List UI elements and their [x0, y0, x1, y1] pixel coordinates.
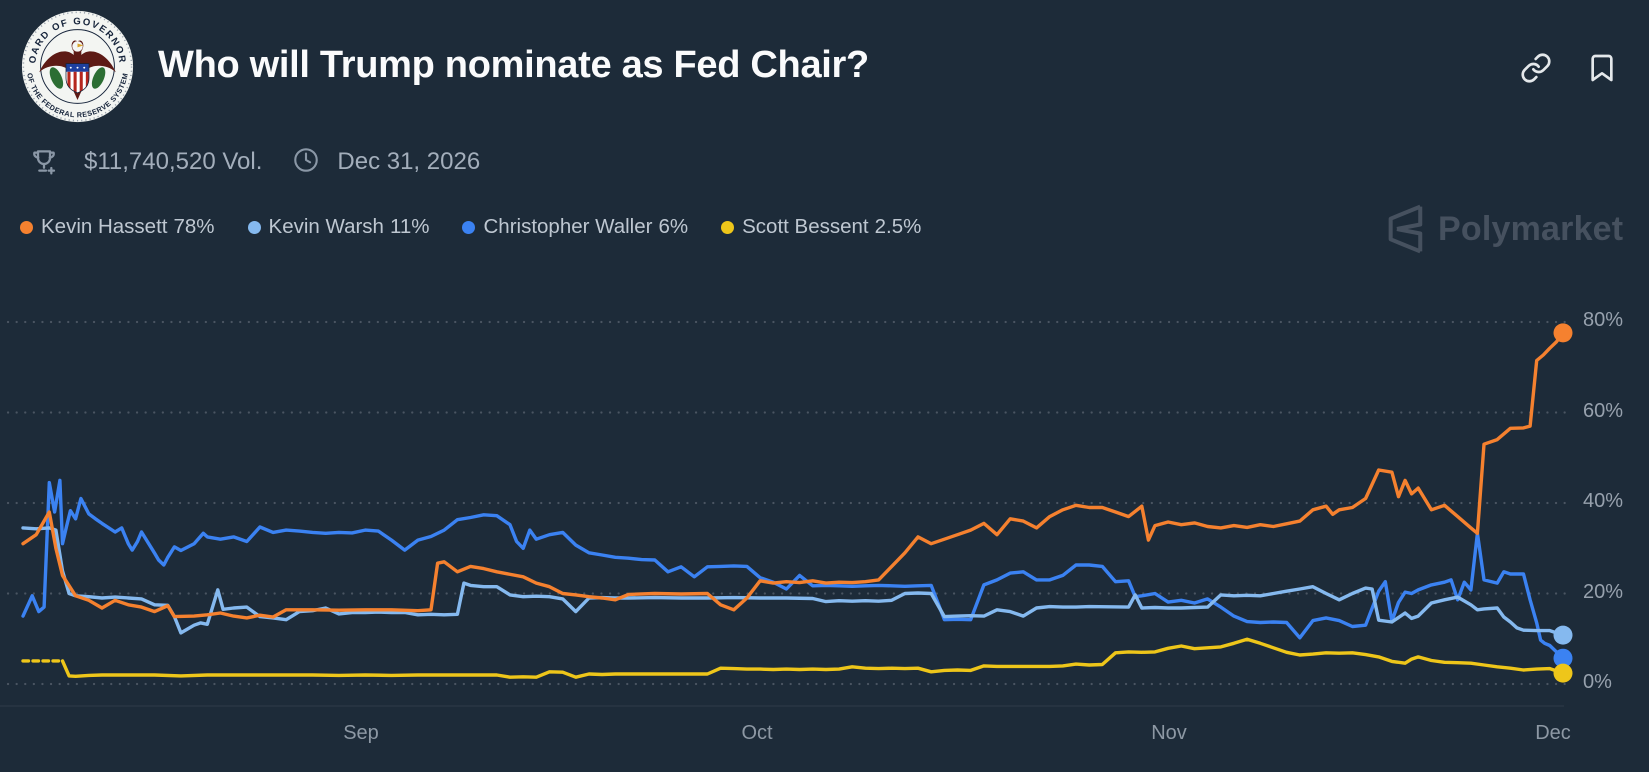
- volume-value: $11,740,520 Vol.: [84, 148, 263, 175]
- x-tick-nov: Nov: [1151, 722, 1187, 744]
- polymarket-watermark: Polymarket: [1384, 203, 1623, 255]
- polymarket-logo-text: Polymarket: [1438, 209, 1624, 248]
- legend-value: 6%: [658, 215, 689, 238]
- market-stats: $11,740,520 Vol. Dec 31, 2026: [28, 146, 480, 178]
- copy-link-icon[interactable]: [1520, 52, 1552, 84]
- end-date-value: Dec 31, 2026: [337, 148, 481, 175]
- legend-item-kevin-hassett[interactable]: Kevin Hassett 78%: [20, 215, 215, 239]
- y-tick-20: 20%: [1583, 580, 1624, 603]
- bessent-color-dot: [721, 220, 735, 234]
- legend-label: Kevin Hassett: [41, 215, 168, 238]
- market-title: Who will Trump nominate as Fed Chair?: [158, 44, 869, 86]
- volume-trophy-icon: [28, 146, 60, 178]
- legend-label: Christopher Waller: [483, 215, 653, 238]
- end-date-clock-icon: [292, 146, 324, 178]
- y-tick-0: 0%: [1583, 671, 1612, 693]
- y-tick-80: 80%: [1583, 309, 1624, 331]
- fed-seal-icon: BOARD OF GOVERNORS OF THE FEDERAL RESERV…: [16, 1, 134, 123]
- waller-color-dot: [462, 220, 476, 234]
- outcome-legend: Kevin Hassett 78% Kevin Warsh 11% Christ…: [20, 215, 921, 239]
- legend-item-kevin-warsh[interactable]: Kevin Warsh 11%: [247, 215, 430, 239]
- x-tick-oct: Oct: [741, 722, 773, 744]
- warsh-color-dot: [247, 220, 261, 234]
- legend-value: 78%: [173, 215, 215, 238]
- bookmark-icon[interactable]: [1586, 52, 1618, 84]
- y-tick-40: 40%: [1583, 490, 1624, 512]
- header-actions: [1520, 52, 1618, 84]
- y-tick-60: 60%: [1583, 399, 1624, 422]
- legend-label: Scott Bessent: [742, 215, 869, 238]
- legend-value: 2.5%: [874, 215, 922, 238]
- legend-value: 11%: [389, 215, 430, 238]
- legend-label: Kevin Warsh: [268, 215, 384, 238]
- x-tick-dec: Dec: [1535, 722, 1571, 744]
- legend-item-christopher-waller[interactable]: Christopher Waller 6%: [462, 215, 688, 239]
- fed-seal-logo: BOARD OF GOVERNORS OF THE FEDERAL RESERV…: [16, 1, 135, 124]
- legend-item-scott-bessent[interactable]: Scott Bessent 2.5%: [721, 215, 921, 239]
- polymarket-logo-icon: [1388, 204, 1423, 254]
- hassett-color-dot: [20, 220, 33, 234]
- x-tick-sep: Sep: [343, 722, 379, 744]
